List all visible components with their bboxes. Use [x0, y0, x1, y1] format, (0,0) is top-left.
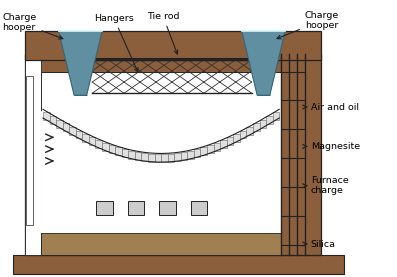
- Text: Silica: Silica: [303, 240, 336, 248]
- Bar: [154, 154, 161, 162]
- Bar: [159, 201, 175, 215]
- Bar: [95, 140, 102, 148]
- Bar: [273, 112, 279, 120]
- Bar: [214, 143, 220, 151]
- Bar: [43, 112, 50, 120]
- Bar: [127, 201, 144, 215]
- Bar: [247, 127, 253, 135]
- Bar: [174, 153, 181, 161]
- Polygon shape: [59, 31, 102, 95]
- Text: Charge
hooper: Charge hooper: [2, 13, 63, 39]
- Bar: [200, 147, 207, 155]
- Polygon shape: [41, 182, 281, 233]
- Bar: [168, 154, 174, 162]
- Bar: [233, 134, 240, 142]
- Bar: [115, 147, 122, 155]
- Bar: [25, 31, 320, 60]
- Bar: [240, 130, 247, 138]
- Bar: [191, 201, 207, 215]
- Bar: [266, 116, 273, 124]
- Text: Hangers: Hangers: [94, 14, 138, 72]
- Bar: [26, 76, 33, 225]
- Bar: [181, 152, 187, 160]
- Bar: [207, 145, 214, 153]
- Bar: [220, 140, 227, 148]
- Polygon shape: [242, 31, 285, 95]
- Bar: [63, 124, 69, 131]
- Bar: [227, 137, 233, 145]
- Text: Furnace
charge: Furnace charge: [303, 176, 349, 196]
- Bar: [41, 233, 281, 255]
- Text: Magnesite: Magnesite: [303, 142, 360, 151]
- Bar: [82, 134, 89, 142]
- Bar: [50, 116, 56, 124]
- Bar: [135, 152, 141, 160]
- Bar: [69, 127, 76, 135]
- Bar: [122, 149, 128, 157]
- Bar: [161, 154, 168, 162]
- Bar: [96, 201, 113, 215]
- Polygon shape: [41, 111, 281, 233]
- Bar: [25, 54, 320, 255]
- Bar: [187, 151, 194, 159]
- Bar: [260, 120, 266, 128]
- Bar: [41, 71, 281, 255]
- Bar: [56, 120, 63, 128]
- Bar: [148, 154, 154, 162]
- Bar: [102, 143, 109, 151]
- Bar: [25, 54, 41, 255]
- Bar: [76, 130, 82, 138]
- Bar: [141, 153, 148, 161]
- Text: Charge
hooper: Charge hooper: [277, 11, 339, 39]
- Bar: [89, 137, 95, 145]
- Text: Tie rod: Tie rod: [147, 12, 179, 54]
- Bar: [109, 145, 115, 153]
- Bar: [128, 151, 135, 159]
- Text: Air and oil: Air and oil: [303, 102, 359, 112]
- Bar: [253, 124, 260, 131]
- Bar: [13, 255, 344, 274]
- Bar: [194, 149, 200, 157]
